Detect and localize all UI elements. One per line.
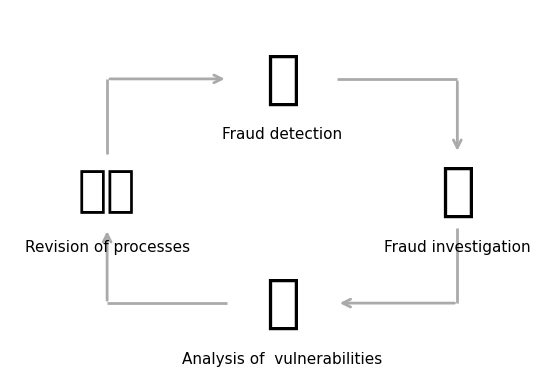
Text: Fraud detection: Fraud detection bbox=[222, 128, 342, 142]
Text: 🔒🔒: 🔒🔒 bbox=[78, 167, 136, 215]
Text: ⛓: ⛓ bbox=[265, 275, 300, 332]
Text: Analysis of  vulnerabilities: Analysis of vulnerabilities bbox=[182, 352, 382, 367]
Text: 🚨: 🚨 bbox=[265, 50, 300, 107]
Text: Fraud investigation: Fraud investigation bbox=[384, 240, 531, 254]
Text: 🔍: 🔍 bbox=[440, 162, 475, 220]
Text: Revision of processes: Revision of processes bbox=[25, 240, 190, 254]
